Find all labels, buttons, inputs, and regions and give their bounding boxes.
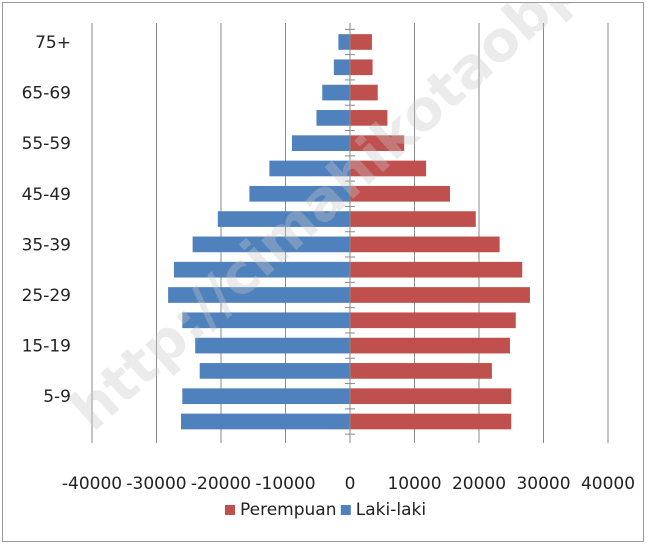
bar-laki-laki-0-4: [181, 413, 350, 430]
bar-laki-laki-65-69: [322, 84, 350, 101]
bar-perempuan-45-49: [350, 185, 450, 202]
x-tick-label: -10000: [255, 474, 315, 494]
bar-laki-laki-45-49: [249, 185, 350, 202]
bar-perempuan-75-: [350, 34, 372, 50]
bar-perempuan-60-64: [350, 110, 388, 126]
x-tick-label: -40000: [62, 474, 122, 494]
population-pyramid-chart: -40000 -30000 -20000 -10000 0 10000 20000 30000…: [22, 3, 643, 520]
y-tick-label: 5-9: [43, 387, 71, 407]
bar-laki-laki-25-29: [168, 287, 350, 303]
y-tick-label: 55-59: [22, 134, 71, 154]
bar-perempuan-50-54: [350, 160, 427, 177]
x-tick-label: 10000: [387, 474, 441, 494]
bar-laki-laki-40-44: [217, 211, 350, 227]
bar-perempuan-40-44: [350, 211, 476, 227]
bar-laki-laki-15-19: [195, 337, 350, 354]
bar-perempuan-0-4: [350, 413, 512, 430]
bar-laki-laki-30-34: [173, 261, 350, 278]
x-tick-label: -30000: [126, 474, 186, 494]
bar-perempuan-30-34: [350, 261, 523, 278]
bar-perempuan-65-69: [350, 84, 378, 101]
bar-laki-laki-5-9: [182, 388, 350, 405]
bar-perempuan-55-59: [350, 135, 405, 152]
x-tick-label: 30000: [516, 474, 570, 494]
chart-frame: -40000 -30000 -20000 -10000 0 10000 20000 30000…: [2, 2, 644, 542]
bar-perempuan-5-9: [350, 388, 512, 405]
bar-laki-laki-60-64: [316, 110, 350, 126]
bar-perempuan-70-74: [350, 59, 373, 76]
bar-perempuan-10-14: [350, 363, 492, 379]
x-tick-label: 20000: [452, 474, 506, 494]
legend-label-perempuan: Perempuan: [240, 500, 337, 520]
bar-laki-laki-50-54: [269, 160, 350, 177]
x-tick-label: 40000: [581, 474, 635, 494]
bar-perempuan-20-24: [350, 312, 516, 329]
bar-laki-laki-55-59: [291, 135, 350, 152]
y-tick-label: 25-29: [22, 286, 71, 306]
bar-laki-laki-75-: [338, 34, 350, 50]
bar-perempuan-25-29: [350, 287, 530, 303]
bar-laki-laki-10-14: [199, 363, 350, 379]
legend-swatch-perempuan: [225, 505, 235, 515]
x-tick-label: 0: [345, 474, 356, 494]
x-tick-label: -20000: [191, 474, 251, 494]
bar-perempuan-35-39: [350, 236, 500, 253]
y-tick-label: 45-49: [22, 185, 71, 205]
legend-swatch-laki-laki: [340, 505, 351, 515]
y-tick-label: 15-19: [22, 337, 71, 357]
y-tick-label: 65-69: [22, 84, 71, 104]
legend-label-laki-laki: Laki-laki: [356, 500, 426, 520]
bar-laki-laki-20-24: [182, 312, 350, 329]
bar-laki-laki-35-39: [192, 236, 350, 253]
y-tick-label: 35-39: [22, 235, 71, 255]
bar-laki-laki-70-74: [333, 59, 350, 76]
bar-perempuan-15-19: [350, 337, 510, 354]
y-tick-label: 75+: [35, 33, 71, 53]
